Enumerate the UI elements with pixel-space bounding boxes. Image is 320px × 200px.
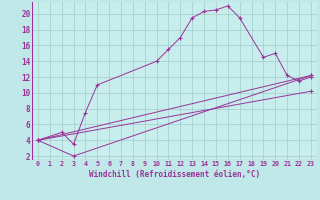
X-axis label: Windchill (Refroidissement éolien,°C): Windchill (Refroidissement éolien,°C) [89,170,260,179]
